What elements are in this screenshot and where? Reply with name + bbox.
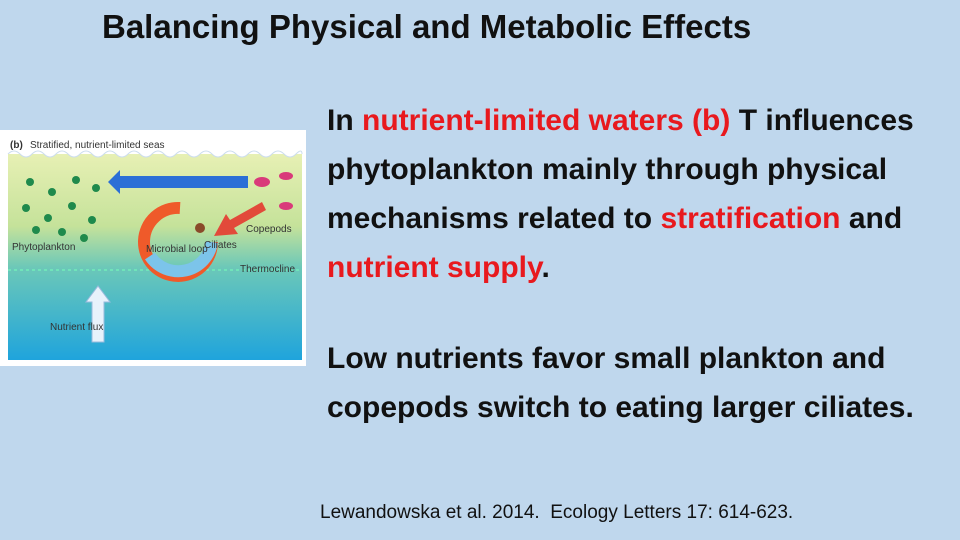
paragraph: Low nutrients favor small plankton and c…	[327, 334, 955, 432]
figure-label: Phytoplankton	[12, 242, 75, 253]
slide-title: Balancing Physical and Metabolic Effects	[102, 8, 752, 45]
figure-label: Nutrient flux	[50, 322, 103, 333]
arrow	[85, 285, 111, 343]
figure-label: Ciliates	[204, 240, 237, 251]
phytoplankton-icons	[22, 176, 100, 242]
figure-label: Thermocline	[240, 264, 295, 275]
ciliate-icon	[195, 223, 205, 233]
emphasis-text: nutrient supply	[327, 251, 542, 284]
surface	[7, 150, 303, 158]
text: and	[840, 202, 903, 235]
copepod-icons	[254, 172, 293, 210]
emphasis-text: nutrient-limited waters (b)	[362, 104, 731, 137]
citation: Lewandowska et al. 2014. Ecology Letters…	[320, 502, 794, 523]
arrow	[108, 170, 248, 194]
arrow	[214, 202, 266, 236]
text: .	[541, 251, 550, 284]
figure: (b) Stratified, nutrient-limited seas Ph…	[0, 130, 306, 366]
panel-label: (b)	[10, 140, 23, 151]
emphasis-text: stratification	[660, 202, 841, 235]
figure-label: Microbial loop	[146, 244, 208, 255]
loop-arrow	[145, 240, 218, 278]
figure-heading: Stratified, nutrient-limited seas	[30, 140, 165, 151]
text: Low nutrients favor small plankton and c…	[327, 342, 914, 424]
text: In	[327, 104, 362, 137]
paragraph: In nutrient-limited waters (b) T influen…	[327, 96, 955, 292]
text: T influences phytoplankton mainly throug…	[327, 104, 914, 235]
figure-label: Copepods	[246, 224, 292, 235]
